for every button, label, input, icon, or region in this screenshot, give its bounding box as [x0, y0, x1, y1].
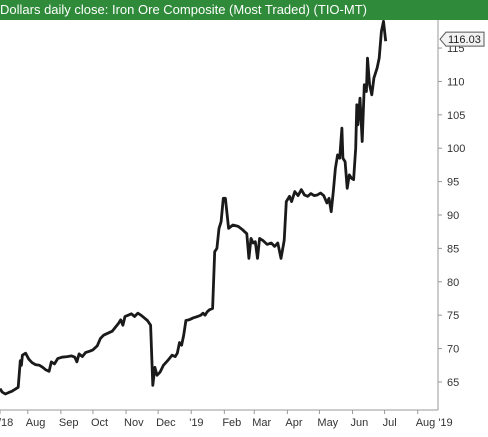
x-tick-label: Jul	[383, 417, 397, 429]
x-tick-label: Jun	[351, 417, 369, 429]
y-tick-label: 80	[447, 277, 459, 289]
y-tick-label: 70	[447, 344, 459, 356]
y-tick-label: 65	[447, 377, 459, 389]
x-tick-label: Dec	[156, 417, 176, 429]
x-tick-label: Aug '19	[416, 417, 453, 429]
last-value-text: 116.03	[448, 34, 481, 46]
chart-title: Dollars daily close: Iron Ore Composite …	[0, 2, 367, 17]
x-tick-label: '19	[189, 417, 203, 429]
x-tick-label: Feb	[222, 417, 241, 429]
x-tick-label: Aug	[26, 417, 46, 429]
last-value-label: 116.03	[439, 31, 485, 47]
series-line	[0, 20, 388, 396]
x-tick-label: 6/7/18	[0, 417, 13, 429]
x-tick-label: May	[317, 417, 338, 429]
x-tick-label: Mar	[252, 417, 271, 429]
y-tick-label: 90	[447, 210, 459, 222]
y-tick-label: 105	[447, 110, 465, 122]
x-tick-label: Oct	[91, 417, 108, 429]
last-value-box	[439, 31, 485, 47]
y-tick-label: 95	[447, 177, 459, 189]
y-tick-label: 75	[447, 310, 459, 322]
y-tick-label: 110	[447, 76, 465, 88]
y-tick-label: 100	[447, 143, 465, 155]
chart-title-bar: Dollars daily close: Iron Ore Composite …	[0, 0, 488, 20]
x-tick-label: Apr	[285, 417, 302, 429]
plot-area	[0, 20, 388, 396]
y-tick-label: 85	[447, 243, 459, 255]
x-tick-label: Sep	[59, 417, 79, 429]
x-tick-label: Nov	[124, 417, 144, 429]
x-axis: 6/7/18 Aug Sep Oct Nov Dec '19 Feb Mar Apr May Jun J…	[0, 409, 453, 429]
